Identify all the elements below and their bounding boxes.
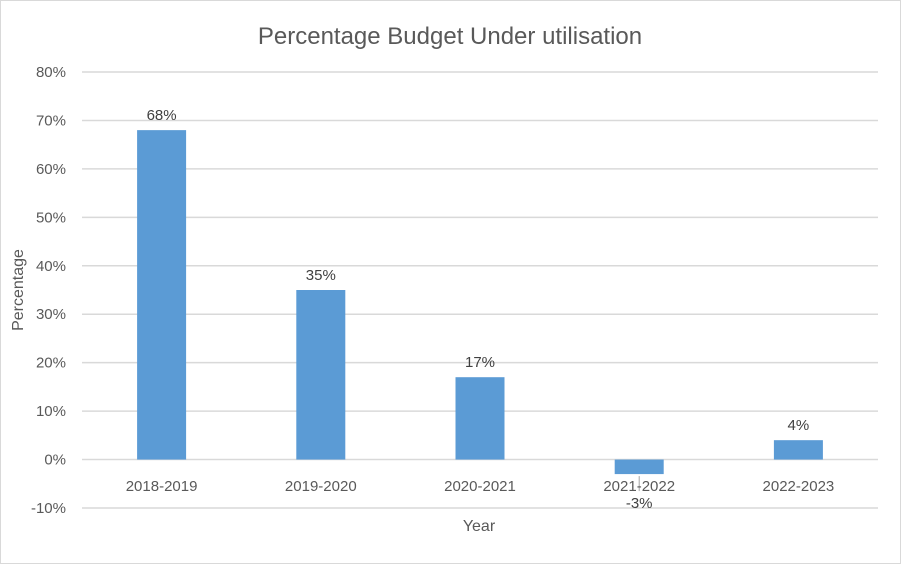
- x-axis-label: Year: [463, 518, 496, 535]
- y-axis-ticks: -10% 0% 10% 20% 30% 40% 50% 60% 70% 80%: [31, 64, 66, 517]
- bar: [296, 290, 346, 460]
- x-tick-label: 2018-2019: [126, 478, 198, 495]
- y-tick-label: -10%: [31, 500, 66, 517]
- data-label: 68%: [147, 107, 177, 124]
- bar: [614, 459, 664, 475]
- bar: [137, 130, 187, 460]
- x-tick-label: 2019-2020: [285, 478, 357, 495]
- y-tick-label: 80%: [36, 64, 66, 81]
- x-tick-label: 2022-2023: [763, 478, 835, 495]
- bar: [773, 440, 823, 460]
- data-label: 4%: [788, 417, 810, 434]
- data-label: 35%: [306, 267, 336, 284]
- chart-title: Percentage Budget Under utilisation: [258, 23, 642, 50]
- data-labels: 68% 35% 17% -3% 4%: [147, 107, 810, 512]
- y-tick-label: 60%: [36, 161, 66, 178]
- y-tick-label: 0%: [44, 452, 66, 469]
- y-tick-label: 10%: [36, 403, 66, 420]
- x-tick-label: 2020-2021: [444, 478, 516, 495]
- y-tick-label: 30%: [36, 306, 66, 323]
- x-tick-label: 2021-2022: [603, 478, 675, 495]
- y-tick-label: 20%: [36, 355, 66, 372]
- bar: [455, 377, 505, 460]
- y-tick-label: 50%: [36, 209, 66, 226]
- data-label: -3%: [626, 495, 653, 512]
- y-axis-label: Percentage: [10, 249, 27, 331]
- data-label: 17%: [465, 354, 495, 371]
- x-axis-ticks: 2018-2019 2019-2020 2020-2021 2021-2022 2022…: [126, 478, 835, 495]
- gridlines: [82, 71, 878, 509]
- y-tick-label: 40%: [36, 258, 66, 275]
- y-tick-label: 70%: [36, 112, 66, 129]
- bars: [137, 130, 823, 475]
